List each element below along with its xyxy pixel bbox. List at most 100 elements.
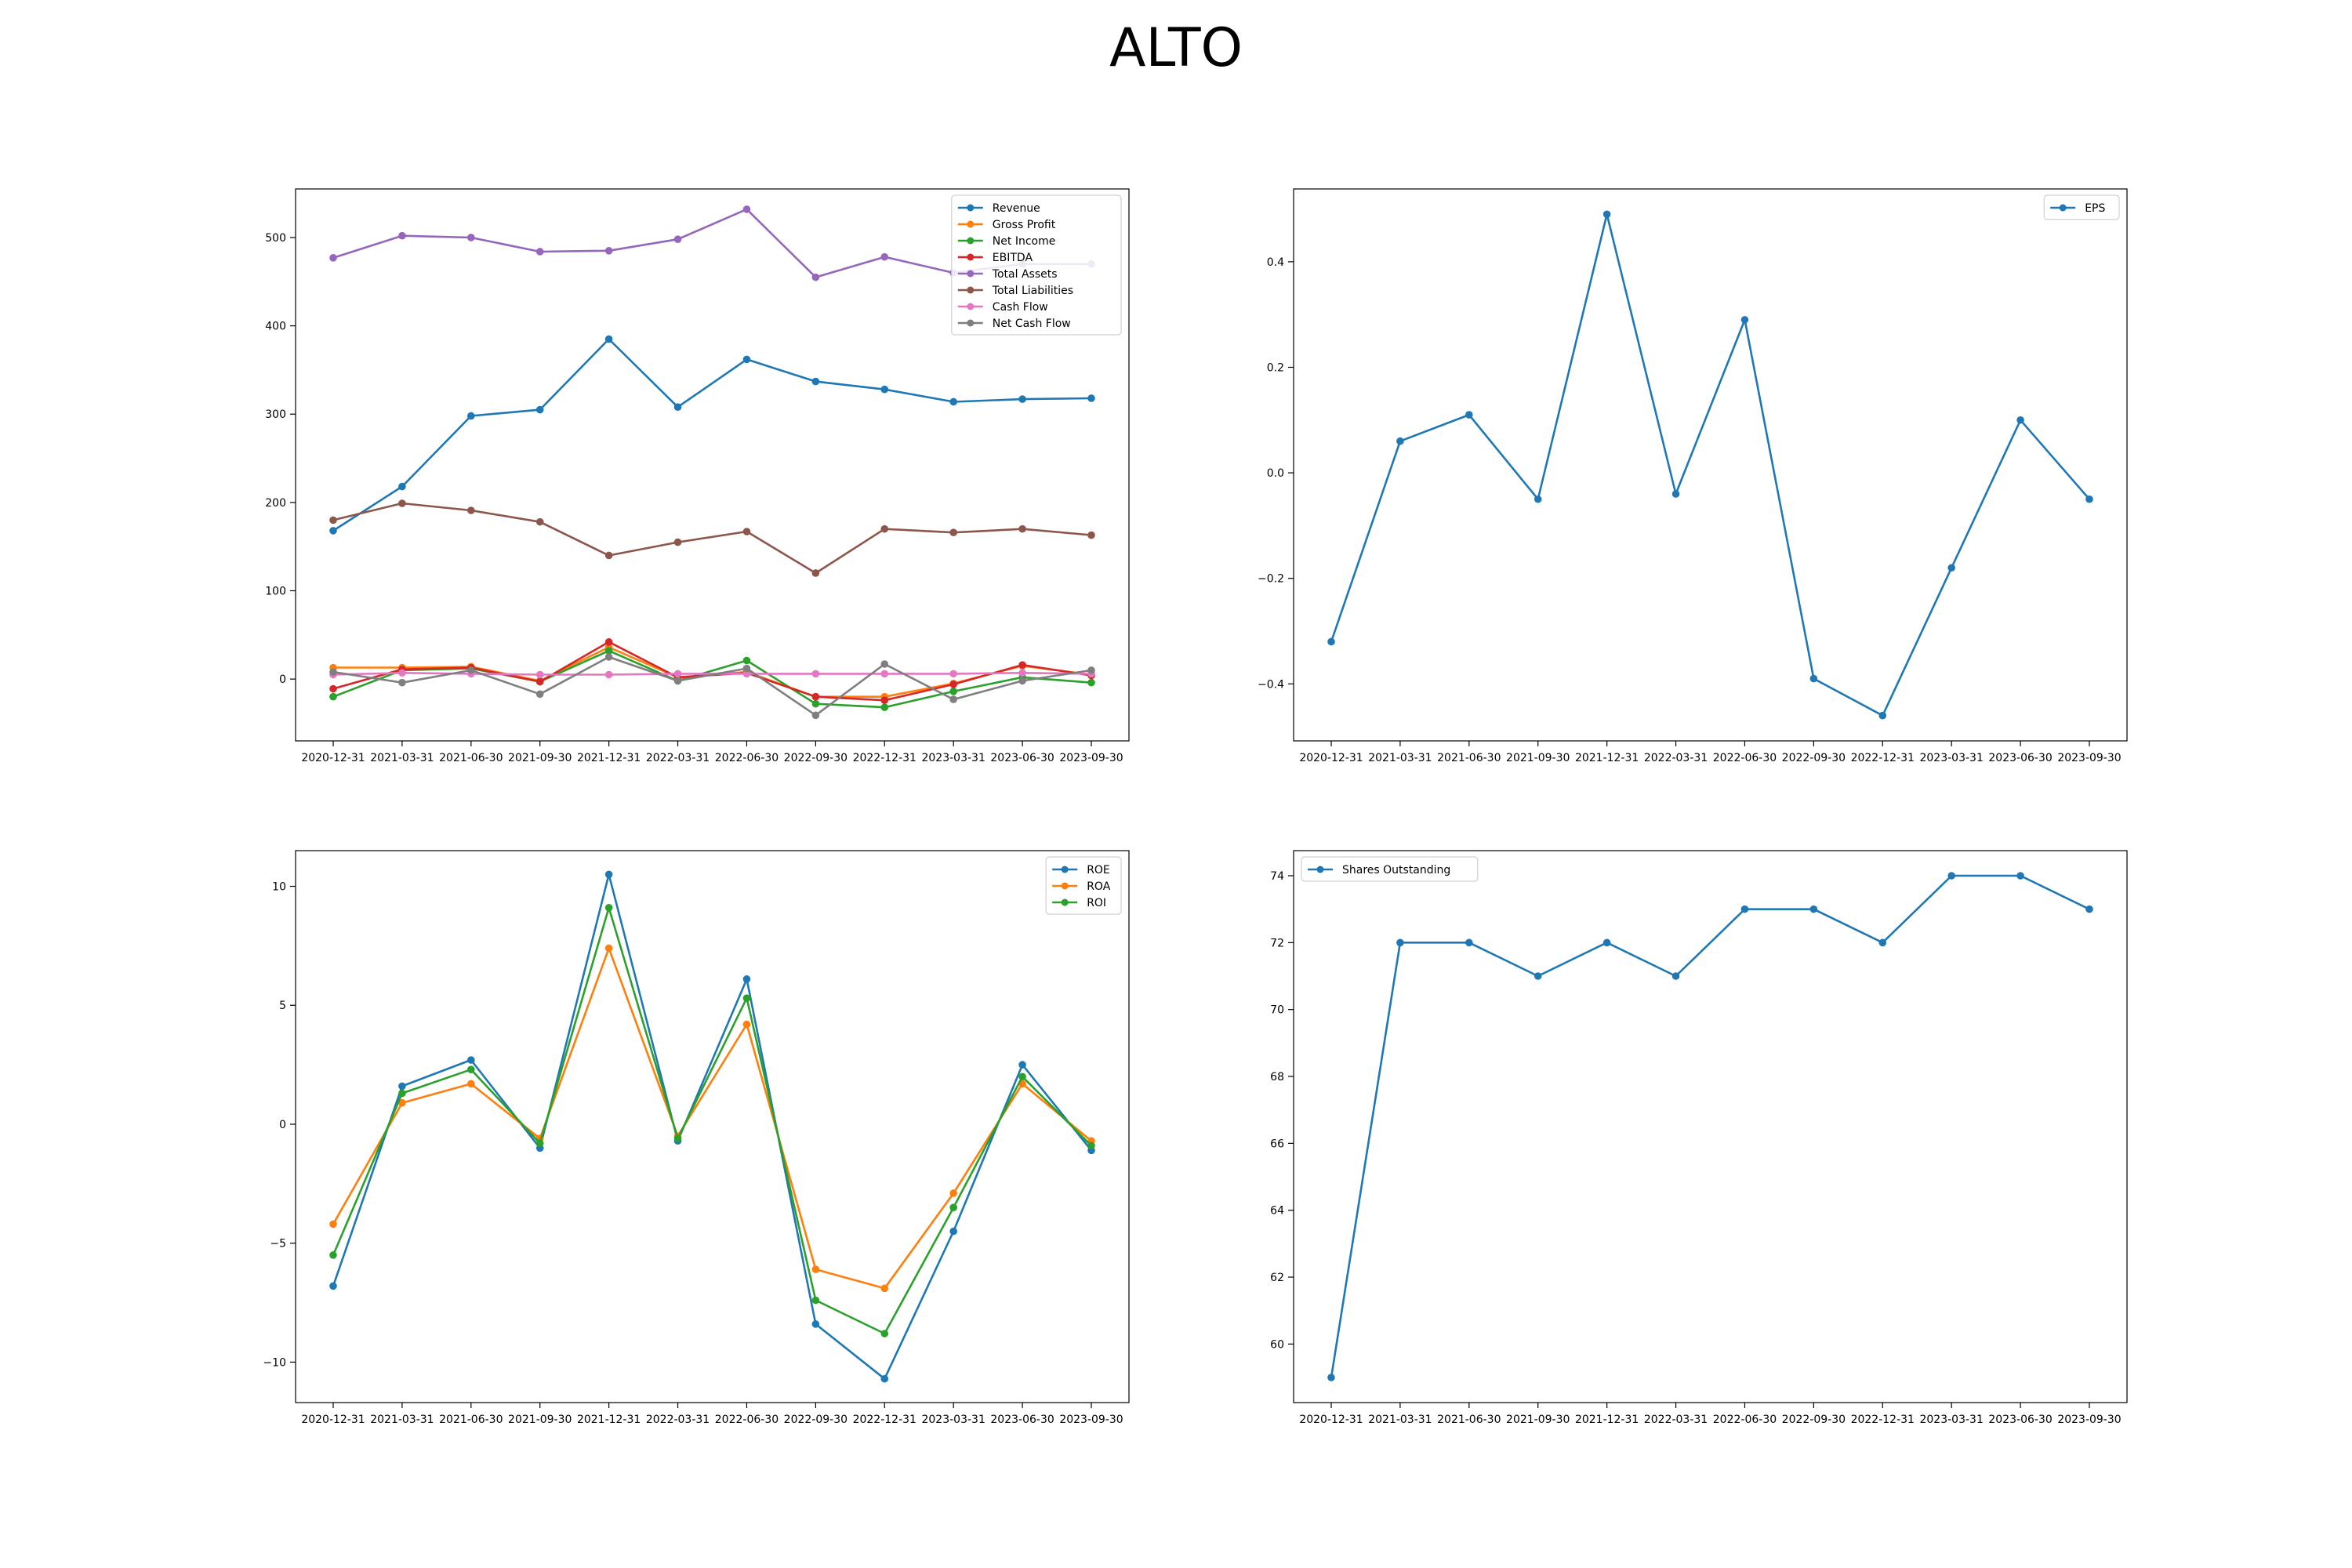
data-point-roa (811, 1265, 820, 1273)
y-tick-label: 100 (265, 586, 286, 598)
data-point-net-income (604, 647, 613, 655)
data-point-eps (1671, 490, 1680, 498)
data-point-total-liabilities (604, 551, 613, 560)
data-point-net-income (742, 656, 751, 665)
x-tick-label: 2022-03-31 (1644, 752, 1708, 764)
data-point-shares-outstanding (1327, 1374, 1335, 1381)
data-point-cash-flow (673, 670, 682, 678)
page-title: ALTO (1109, 17, 1243, 79)
plot-frame (295, 188, 1130, 742)
series-line-gross-profit (333, 646, 1092, 699)
x-tick-label: 2021-12-31 (1575, 1414, 1639, 1426)
y-tick-label: 5 (279, 1000, 286, 1012)
data-point-cash-flow (742, 670, 751, 678)
series-line-net-cash-flow (332, 655, 1092, 717)
x-tick-label: 2022-06-30 (715, 1414, 779, 1426)
legend-marker (1061, 882, 1069, 890)
data-point-shares-outstanding (1534, 972, 1542, 980)
data-point-total-liabilities (398, 499, 406, 507)
series-line-roa (332, 947, 1092, 1290)
data-point-total-assets (604, 247, 613, 255)
data-point-shares-outstanding (1740, 905, 1749, 913)
data-point-ebitda (811, 692, 820, 701)
data-point-eps (1947, 564, 1955, 572)
legend-marker (967, 303, 975, 310)
data-point-roa (467, 1080, 475, 1088)
x-tick-label: 2023-03-31 (921, 1414, 985, 1426)
data-point-shares-outstanding (1809, 905, 1818, 913)
legend: ROE ROA ROI (1045, 856, 1122, 915)
data-point-net-cash-flow (604, 653, 613, 661)
x-tick-label: 2022-12-31 (853, 752, 916, 764)
data-point-roi (742, 994, 751, 1002)
data-point-roe (880, 1374, 889, 1383)
data-point-total-liabilities (880, 524, 889, 533)
legend: Shares Outstanding (1301, 856, 1479, 882)
data-point-eps (2016, 416, 2024, 424)
y-tick-label: 0.0 (1267, 467, 1284, 480)
data-point-roi (398, 1089, 406, 1098)
data-point-total-assets (398, 231, 406, 240)
data-point-net-income (811, 699, 820, 708)
y-tick-label: 62 (1270, 1272, 1284, 1284)
x-tick-label: 2021-03-31 (1368, 752, 1432, 764)
series-line-total-liabilities (332, 502, 1092, 575)
x-tick-label: 2023-09-30 (2057, 752, 2121, 764)
x-tick-label: 2022-12-31 (1851, 1414, 1915, 1426)
data-point-roi (604, 904, 613, 912)
x-tick-label: 2023-06-30 (1988, 1414, 2052, 1426)
data-point-roe (1018, 1061, 1026, 1069)
data-point-net-income (329, 692, 337, 701)
series-line-net-income (332, 649, 1092, 709)
y-tick-label: 200 (265, 497, 286, 510)
series-line-revenue (332, 338, 1092, 532)
x-tick-label: 2021-12-31 (577, 1414, 641, 1426)
data-point-net-cash-flow (811, 711, 820, 720)
legend: EPS (2043, 194, 2120, 220)
y-tick-label: 400 (265, 321, 286, 333)
data-point-net-cash-flow (398, 678, 406, 687)
data-point-roe (811, 1320, 820, 1328)
data-point-cash-flow (880, 670, 889, 678)
data-point-roi (1018, 1073, 1026, 1081)
data-point-eps (1809, 674, 1818, 683)
y-tick-label: −0.4 (1258, 678, 1284, 691)
data-point-net-cash-flow (535, 690, 544, 699)
y-tick-label: −0.2 (1258, 573, 1284, 586)
y-tick-label: 72 (1270, 937, 1284, 949)
legend-marker (1061, 898, 1069, 906)
data-point-total-assets (811, 273, 820, 281)
data-point-ebitda (949, 681, 957, 688)
data-point-shares-outstanding (1671, 972, 1680, 980)
data-point-roa (329, 1220, 337, 1229)
data-point-shares-outstanding (1878, 938, 1887, 947)
legend-marker (967, 286, 975, 294)
x-tick-label: 2021-06-30 (439, 1414, 503, 1426)
data-point-roe (398, 1082, 406, 1091)
plot-frame (295, 850, 1130, 1403)
legend-marker (1316, 866, 1324, 873)
plot-frame (1293, 850, 2128, 1403)
data-point-roi (467, 1065, 475, 1073)
data-point-roa (742, 1020, 751, 1029)
data-point-net-cash-flow (742, 664, 751, 673)
x-tick-label: 2022-12-31 (1851, 752, 1915, 764)
data-point-total-liabilities (1018, 524, 1026, 533)
legend-label: ROE (1087, 864, 1110, 877)
x-tick-label: 2022-03-31 (646, 752, 710, 764)
data-point-eps (1327, 637, 1335, 646)
y-tick-label: 70 (1270, 1004, 1284, 1017)
data-point-cash-flow (811, 670, 820, 678)
data-point-net-income (880, 703, 889, 711)
data-point-revenue (1087, 394, 1095, 402)
data-point-total-assets (742, 205, 751, 213)
data-point-revenue (742, 355, 751, 364)
data-point-roi (673, 1134, 682, 1142)
y-tick-label: 500 (265, 232, 286, 245)
data-point-eps (1534, 495, 1542, 503)
x-tick-label: 2022-09-30 (1782, 1414, 1846, 1426)
x-tick-label: 2022-09-30 (1782, 752, 1846, 764)
y-tick-label: 0.2 (1267, 361, 1284, 374)
data-point-ebitda (1018, 661, 1026, 669)
data-point-roe (742, 975, 751, 983)
